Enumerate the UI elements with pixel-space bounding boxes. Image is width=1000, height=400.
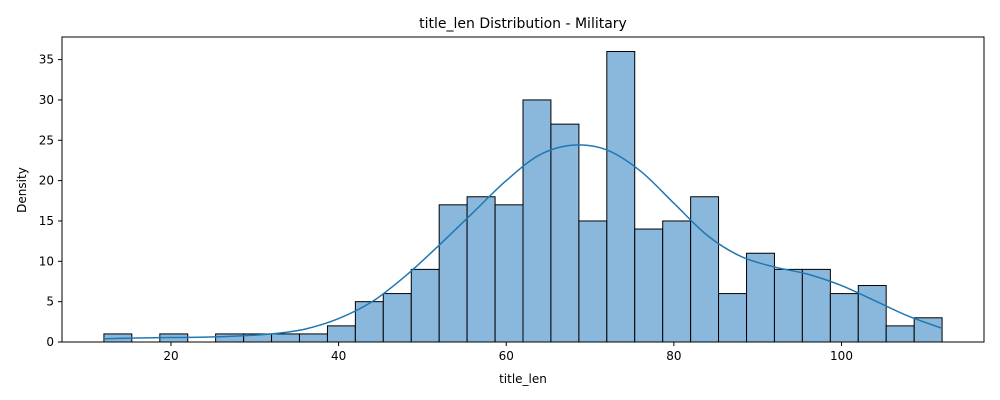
x-axis-ticks: 20 40 60 80 100	[163, 342, 853, 363]
plot-frame	[61, 36, 985, 343]
histogram-bar-16	[550, 123, 580, 343]
histogram-bar-29	[913, 317, 943, 343]
histogram-bars	[103, 51, 943, 343]
histogram-bar-21	[690, 196, 720, 343]
histogram-bar-19	[634, 228, 664, 343]
histogram-bar-8	[326, 325, 356, 343]
y-tick-label: 35	[39, 53, 54, 67]
x-axis-label: title_len	[499, 372, 547, 386]
histogram-bar-9	[354, 301, 384, 343]
chart-title: title_len Distribution - Military	[419, 16, 627, 32]
histogram-bar-28	[885, 325, 915, 343]
x-tick-label: 20	[163, 349, 178, 363]
histogram-bar-23	[746, 252, 775, 343]
histogram-bar-18	[606, 51, 636, 343]
y-axis-label: Density	[15, 167, 29, 213]
y-tick-label: 5	[46, 295, 54, 309]
histogram-bar-12	[438, 204, 468, 343]
kde-curve	[103, 144, 943, 340]
histogram-bar-22	[718, 293, 748, 343]
histogram-bar-24	[773, 268, 803, 343]
x-tick-label: 40	[331, 349, 346, 363]
histogram-bar-20	[662, 220, 692, 343]
histogram-bar-26	[829, 293, 859, 343]
histogram-bar-15	[522, 99, 552, 343]
x-tick-label: 100	[830, 349, 853, 363]
y-tick-label: 0	[46, 335, 54, 349]
histogram-bar-6	[271, 333, 300, 343]
y-tick-label: 15	[39, 214, 54, 228]
histogram-bar-17	[578, 220, 608, 343]
x-tick-label: 80	[666, 349, 681, 363]
histogram-bar-7	[298, 333, 328, 343]
y-tick-label: 10	[39, 254, 54, 268]
histogram-bar-11	[410, 268, 440, 343]
x-tick-label: 60	[499, 349, 514, 363]
y-axis-ticks: 0 5 10 15 20 25 30 35	[39, 53, 62, 349]
histogram-bar-13	[466, 196, 496, 343]
y-tick-label: 30	[39, 93, 54, 107]
y-tick-label: 20	[39, 174, 54, 188]
histogram-bar-14	[494, 204, 524, 343]
y-tick-label: 25	[39, 133, 54, 147]
histogram-bar-10	[382, 293, 412, 343]
histogram-bar-27	[857, 285, 887, 343]
